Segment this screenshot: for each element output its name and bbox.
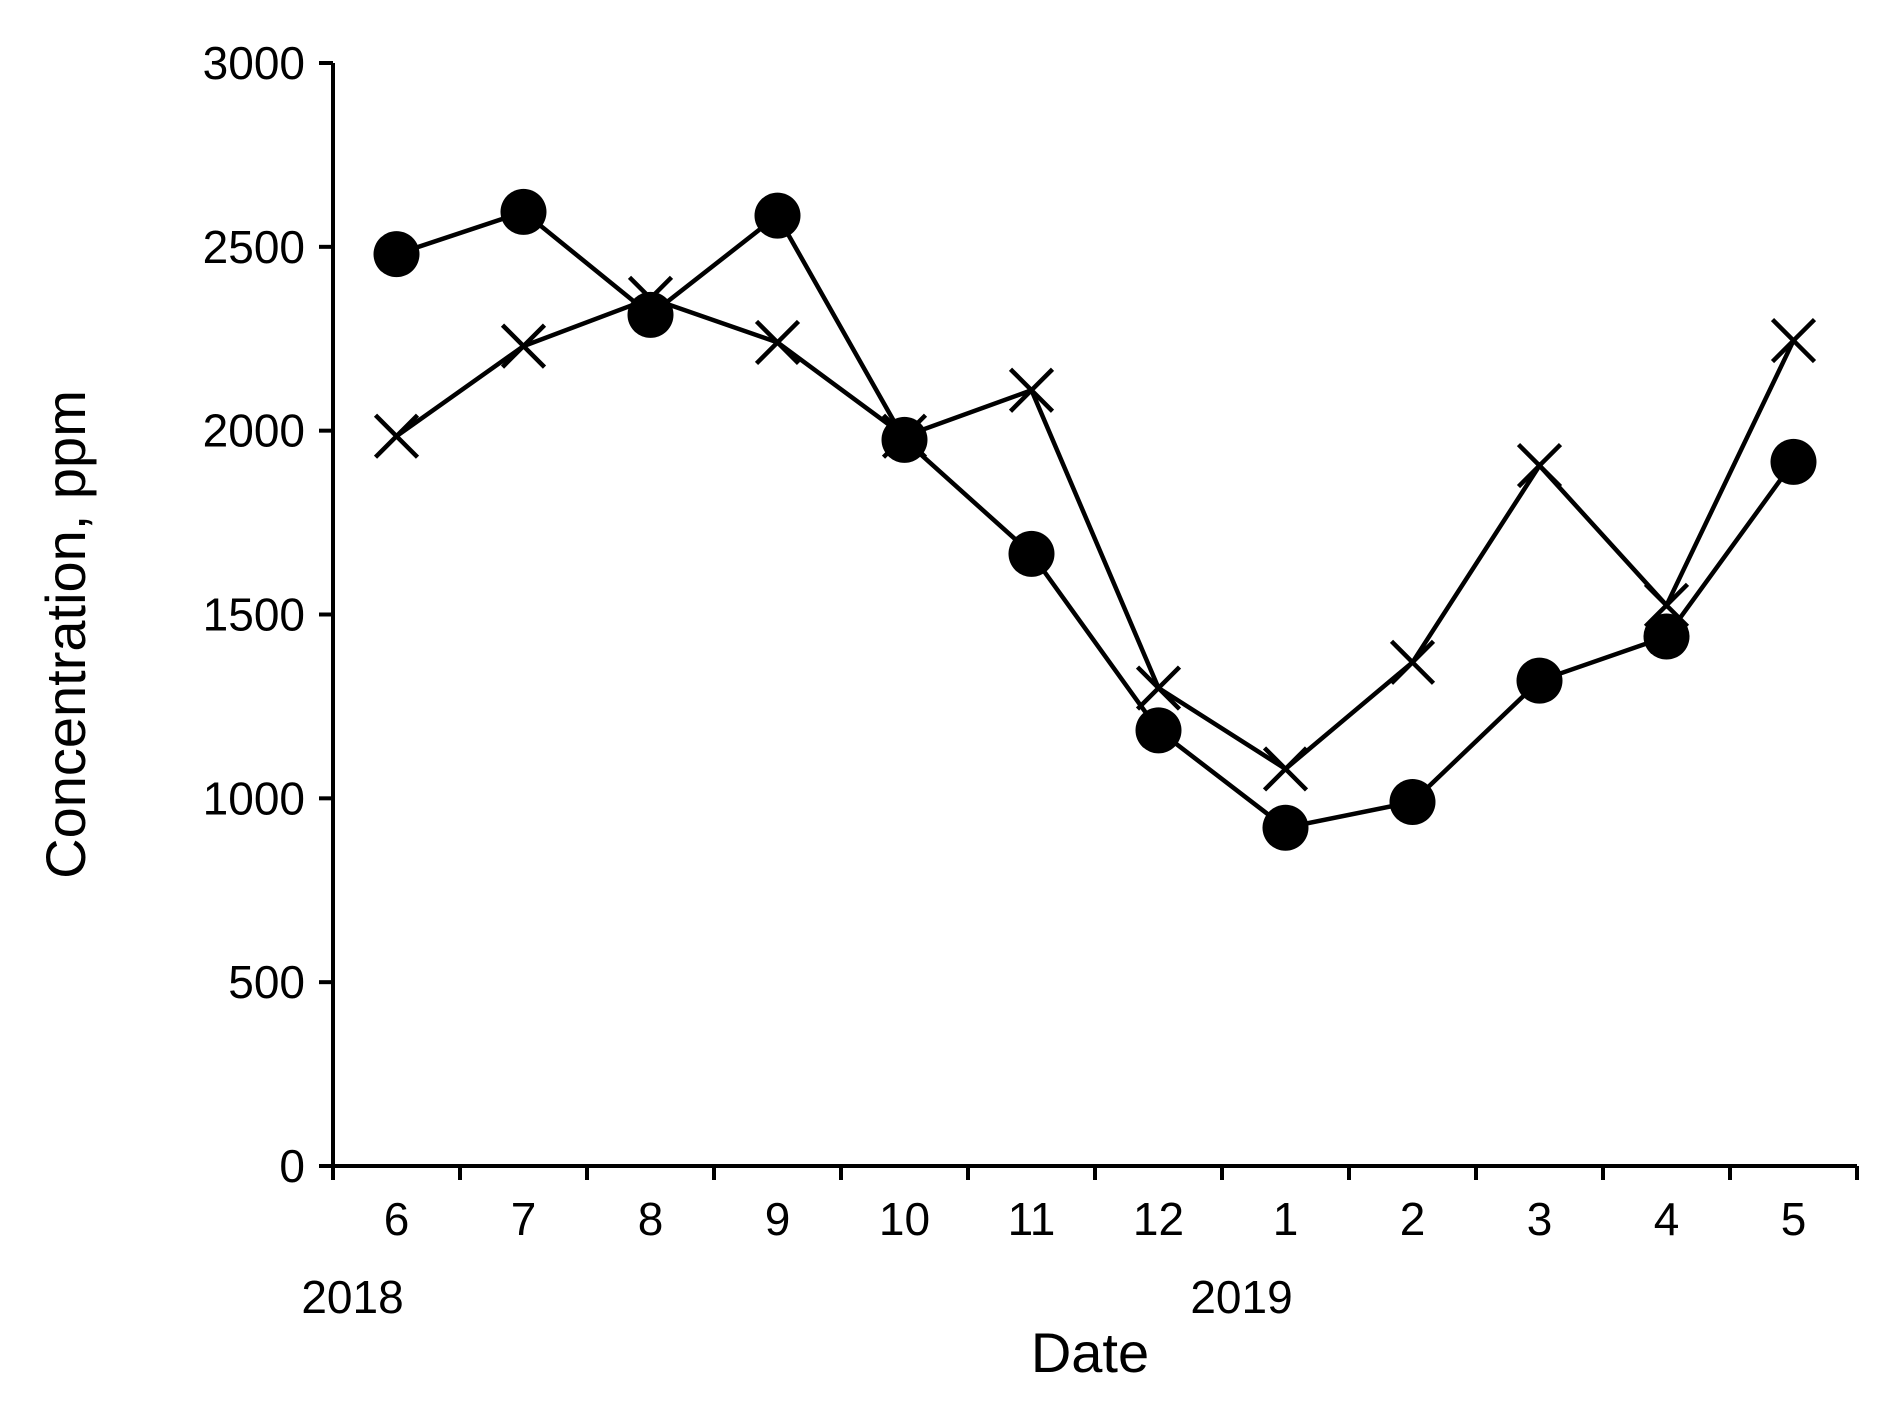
data-point-circle [373, 231, 420, 278]
x-axis-title: Date [1031, 1321, 1149, 1384]
data-point-circle [1516, 657, 1563, 704]
x-tick-label: 3 [1527, 1193, 1553, 1245]
series-layer [373, 188, 1817, 851]
data-point-cross [500, 323, 547, 369]
data-point-cross [1262, 746, 1309, 792]
data-point-cross [881, 413, 928, 459]
year-label: 2018 [301, 1271, 403, 1323]
y-tick-label: 500 [228, 956, 305, 1008]
series-circle-series [373, 188, 1817, 851]
data-point-cross [754, 319, 801, 366]
x-tick-label: 1 [1273, 1193, 1299, 1245]
cross-stroke [373, 413, 420, 459]
cross-stroke [1389, 639, 1436, 685]
data-point-cross [1516, 443, 1563, 489]
y-tick-label: 1500 [203, 589, 305, 641]
data-point-cross [373, 413, 420, 459]
cross-stroke [1008, 367, 1055, 413]
x-tick-label: 7 [511, 1193, 537, 1245]
cross-stroke [1643, 582, 1690, 628]
cross-stroke [1262, 746, 1309, 792]
cross-stroke [627, 275, 674, 321]
cross-stroke [1516, 443, 1563, 489]
cross-stroke [1135, 665, 1182, 711]
series-cross-series [373, 275, 1817, 792]
data-point-cross [1389, 639, 1436, 685]
cross-stroke [754, 319, 801, 366]
cross-stroke [881, 413, 928, 459]
data-point-circle [1008, 530, 1055, 577]
axes [331, 63, 1857, 1168]
data-point-cross [1008, 367, 1055, 413]
data-point-cross [1135, 665, 1182, 711]
x-tick-label: 6 [384, 1193, 410, 1245]
series-line [395, 295, 1796, 772]
y-tick-label: 0 [279, 1140, 305, 1192]
data-point-cross [1643, 582, 1690, 628]
cross-stroke [1770, 317, 1817, 364]
y-tick-label: 1000 [203, 772, 305, 824]
y-axis-title: Concentration, ppm [34, 390, 97, 879]
x-tick-label: 5 [1781, 1193, 1807, 1245]
data-point-circle [1262, 804, 1309, 851]
data-point-circle [1643, 613, 1690, 660]
series-line [395, 209, 1796, 831]
y-tick-label: 2500 [203, 221, 305, 273]
data-point-cross [627, 275, 674, 321]
x-tick-label: 4 [1654, 1193, 1680, 1245]
data-point-cross [1770, 317, 1817, 364]
x-tick-label: 10 [879, 1193, 930, 1245]
x-tick-label: 12 [1133, 1193, 1184, 1245]
x-tick-label: 11 [1008, 1193, 1056, 1245]
data-point-circle [754, 192, 801, 239]
x-tick-label: 9 [765, 1193, 791, 1245]
y-axis-ticks: 0 500 1000 1500 2000 2500 3000 [203, 37, 333, 1192]
year-label: 2019 [1190, 1271, 1292, 1323]
data-point-circle [1135, 707, 1182, 754]
data-point-circle [1389, 779, 1436, 826]
data-point-circle [1770, 438, 1817, 485]
x-tick-label: 8 [638, 1193, 664, 1245]
x-tick-label: 2 [1400, 1193, 1426, 1245]
cross-stroke [500, 323, 547, 369]
y-tick-label: 3000 [203, 37, 305, 89]
data-point-circle [500, 188, 547, 235]
y-tick-label: 2000 [203, 405, 305, 457]
